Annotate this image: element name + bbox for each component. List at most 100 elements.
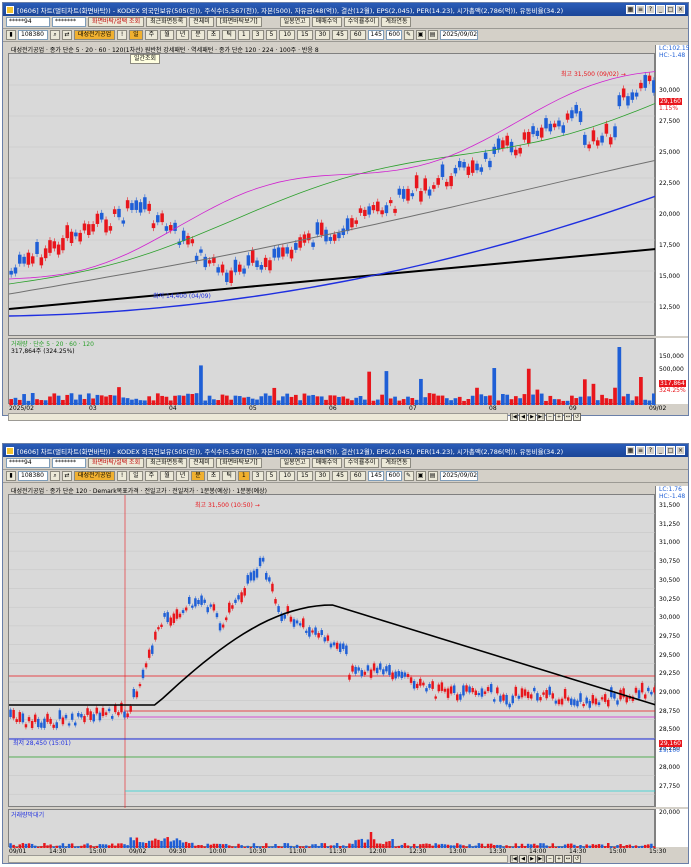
- period-second-button[interactable]: 초: [206, 30, 221, 40]
- close-icon[interactable]: ×: [676, 5, 685, 14]
- chart-type-icon[interactable]: ▮: [6, 471, 16, 481]
- info-icon[interactable]: !: [117, 30, 128, 40]
- next-icon[interactable]: ▶: [528, 855, 536, 863]
- stock-code-input[interactable]: 108380: [18, 30, 48, 40]
- min-15-button[interactable]: 15: [296, 30, 313, 40]
- stock-code-input[interactable]: 108380: [18, 471, 48, 481]
- period-day-button[interactable]: 일: [129, 471, 143, 481]
- zoom-out-icon[interactable]: −: [546, 855, 554, 863]
- recent-screen-button[interactable]: 최근화면등록: [146, 458, 188, 468]
- reset-icon[interactable]: ↺: [573, 855, 581, 863]
- min-3-button[interactable]: 3: [251, 30, 264, 40]
- multi-query-button[interactable]: 화면바탁/설택 조회: [88, 458, 145, 468]
- min-45-button[interactable]: 45: [332, 471, 348, 481]
- save-icon[interactable]: ▣: [415, 30, 426, 40]
- min-3-button[interactable]: 3: [251, 471, 264, 481]
- pen-icon[interactable]: ✎: [403, 30, 414, 40]
- calendar-icon[interactable]: ▤: [427, 30, 438, 40]
- trade-profit-button[interactable]: 매매수익: [311, 458, 342, 468]
- volume-chart-panel[interactable]: [8, 338, 656, 405]
- period-year-button[interactable]: 년: [175, 30, 190, 40]
- last-icon[interactable]: ▶|: [537, 413, 545, 421]
- search-icon[interactable]: ⌕: [50, 30, 60, 40]
- date-input[interactable]: 2025/09/02: [439, 30, 478, 40]
- maximize-icon[interactable]: □: [666, 446, 675, 455]
- trade-profit-button[interactable]: 매매수익: [311, 17, 342, 27]
- count2-input[interactable]: 600: [385, 30, 402, 40]
- daily-button[interactable]: 일봉연고: [279, 458, 310, 468]
- count2-input[interactable]: 600: [385, 471, 402, 481]
- period-week-button[interactable]: 주: [144, 471, 159, 481]
- window-titlebar[interactable]: [0606] 차트(멀티차트(화면바탁)) - KODEX 외국인보유(505(…: [3, 3, 688, 16]
- min-60-button[interactable]: 60: [349, 471, 366, 481]
- help-icon[interactable]: ?: [646, 446, 655, 455]
- horizontal-scrollbar[interactable]: [8, 855, 508, 863]
- calendar-icon[interactable]: ▤: [427, 471, 438, 481]
- screen-view-button[interactable]: [화면바탁보기]: [215, 458, 262, 468]
- next-icon[interactable]: ▶: [528, 413, 536, 421]
- period-day-button[interactable]: 일: [129, 30, 143, 40]
- zoom-in-icon[interactable]: +: [555, 413, 563, 421]
- search-icon[interactable]: ⌕: [50, 471, 60, 481]
- multi-query-button[interactable]: 화면바탁/설택 조회: [88, 17, 145, 27]
- info-icon[interactable]: !: [117, 471, 128, 481]
- period-week-button[interactable]: 주: [144, 30, 159, 40]
- help-icon[interactable]: ?: [646, 5, 655, 14]
- last-icon[interactable]: ▶|: [537, 855, 545, 863]
- link-icon[interactable]: ⇄: [62, 471, 72, 481]
- price-chart-panel[interactable]: [8, 494, 657, 808]
- chart-type-icon[interactable]: ▮: [6, 30, 16, 40]
- symbol-input[interactable]: *****94: [6, 458, 50, 468]
- volume-chart-panel[interactable]: [8, 809, 656, 848]
- symbol-input[interactable]: *****94: [6, 17, 50, 27]
- count-input[interactable]: 145: [367, 471, 384, 481]
- count-input[interactable]: 145: [367, 30, 384, 40]
- prev-icon[interactable]: ◀: [519, 855, 527, 863]
- account-input[interactable]: *******: [52, 458, 86, 468]
- min-45-button[interactable]: 45: [332, 30, 348, 40]
- pen-icon[interactable]: ✎: [403, 471, 414, 481]
- link-icon[interactable]: ⇄: [62, 30, 72, 40]
- stock-name-button[interactable]: 대성전기공업: [74, 30, 116, 40]
- fit-icon[interactable]: ↔: [564, 855, 572, 863]
- min-5-button[interactable]: 5: [265, 30, 278, 40]
- reset-icon[interactable]: ↺: [573, 413, 581, 421]
- date-input[interactable]: 2025/09/02: [439, 471, 478, 481]
- period-minute-button[interactable]: 분: [191, 471, 205, 481]
- period-year-button[interactable]: 년: [175, 471, 190, 481]
- minimize-icon[interactable]: _: [656, 446, 665, 455]
- daily-button[interactable]: 일봉연고: [279, 17, 310, 27]
- horizontal-scrollbar[interactable]: [8, 413, 508, 421]
- fit-icon[interactable]: ↔: [564, 413, 572, 421]
- all-tab-button[interactable]: 전체미: [189, 17, 214, 27]
- period-tick-button[interactable]: 틱: [222, 471, 236, 481]
- link-icon[interactable]: ▦: [626, 446, 635, 455]
- return-trend-button[interactable]: 수익률추이: [343, 458, 380, 468]
- account-link-checkbox[interactable]: 계좌연동: [381, 17, 412, 27]
- maximize-icon[interactable]: □: [666, 5, 675, 14]
- account-input[interactable]: *******: [52, 17, 86, 27]
- prev-icon[interactable]: ◀: [519, 413, 527, 421]
- period-second-button[interactable]: 초: [206, 471, 221, 481]
- min-10-button[interactable]: 10: [279, 471, 295, 481]
- first-icon[interactable]: |◀: [510, 413, 518, 421]
- screen-view-button[interactable]: [화면바탁보기]: [215, 17, 262, 27]
- min-30-button[interactable]: 30: [314, 30, 331, 40]
- zoom-out-icon[interactable]: −: [546, 413, 554, 421]
- all-tab-button[interactable]: 전체미: [189, 458, 214, 468]
- window-titlebar[interactable]: [0606] 차트(멀티차트(화면바탁)) - KODEX 외국인보유(505(…: [3, 444, 688, 457]
- settings-icon[interactable]: ≡: [636, 446, 645, 455]
- zoom-in-icon[interactable]: +: [555, 855, 563, 863]
- period-month-button[interactable]: 월: [160, 30, 174, 40]
- first-icon[interactable]: |◀: [510, 855, 518, 863]
- minimize-icon[interactable]: _: [656, 5, 665, 14]
- recent-screen-button[interactable]: 최근화면등록: [146, 17, 188, 27]
- period-minute-button[interactable]: 분: [191, 30, 205, 40]
- link-icon[interactable]: ▦: [626, 5, 635, 14]
- account-link-checkbox[interactable]: 계좌연동: [381, 458, 412, 468]
- min-10-button[interactable]: 10: [279, 30, 295, 40]
- min-1-button[interactable]: 1: [237, 30, 250, 40]
- price-chart-panel[interactable]: [8, 53, 657, 336]
- stock-name-button[interactable]: 대성전기공업: [74, 471, 116, 481]
- return-trend-button[interactable]: 수익률추이: [343, 17, 380, 27]
